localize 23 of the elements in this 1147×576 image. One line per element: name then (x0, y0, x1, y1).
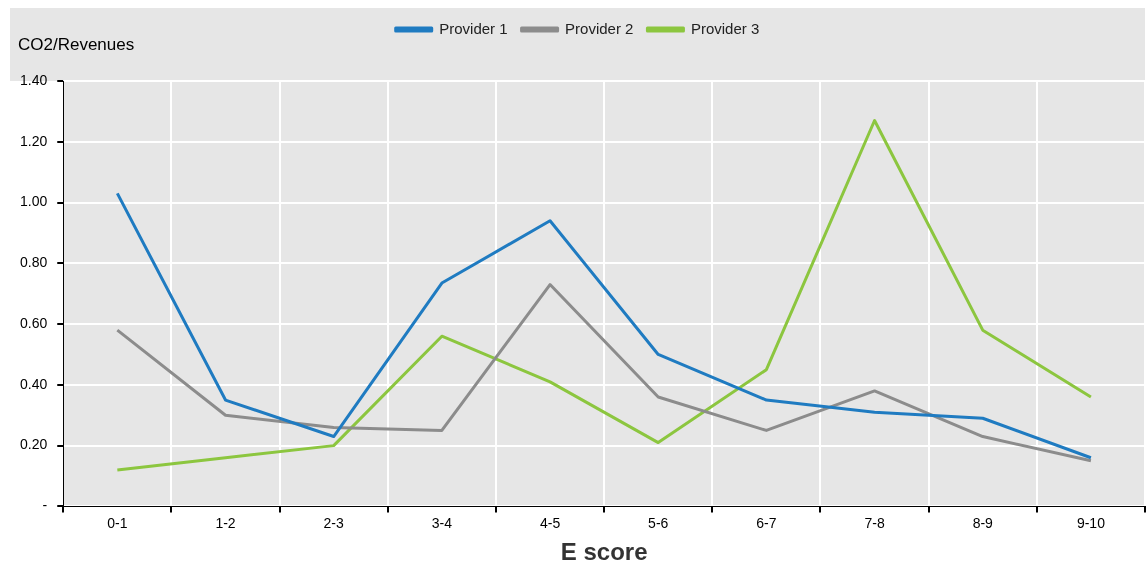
x-tick-label: 3-4 (431, 514, 453, 531)
y-tick-label: 1.00 (20, 193, 48, 210)
y-axis-title: CO2/Revenues (18, 34, 135, 54)
x-tick-label: 8-9 (972, 514, 994, 531)
y-tick-label: - (42, 497, 48, 514)
y-tick-label: 1.20 (20, 132, 48, 149)
x-tick-label: 9-10 (1076, 514, 1106, 531)
x-axis-title: E score (560, 538, 648, 566)
x-tick-label: 5-6 (648, 514, 669, 531)
y-tick-label: 0.40 (20, 375, 48, 392)
x-tick-label: 2-3 (323, 514, 345, 531)
y-tick-label: 0.60 (20, 314, 48, 331)
y-tick-label: 1.40 (20, 71, 48, 88)
legend-label: Provider 1 (439, 19, 508, 37)
x-tick-label: 4-5 (539, 514, 561, 531)
x-tick-label: 0-1 (107, 514, 128, 531)
y-tick-label: 0.80 (20, 254, 48, 271)
x-tick-label: 6-7 (756, 514, 777, 531)
x-tick-label: 1-2 (215, 514, 236, 531)
y-tick-label: 0.20 (20, 436, 48, 453)
legend-label: Provider 2 (565, 19, 634, 37)
legend-label: Provider 3 (690, 19, 760, 37)
x-tick-label: 7-8 (864, 514, 885, 531)
